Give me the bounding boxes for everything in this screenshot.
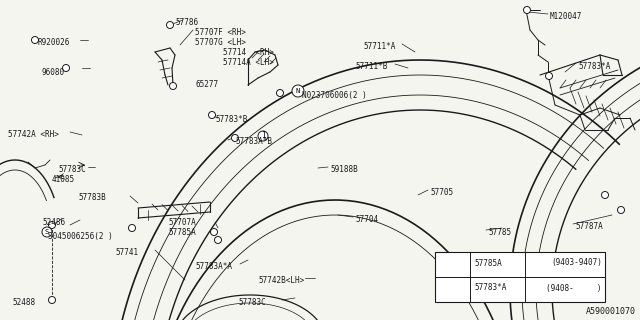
Text: 57711*B: 57711*B: [355, 62, 387, 71]
Text: 57714  <RH>: 57714 <RH>: [223, 48, 274, 57]
Text: 57783*A: 57783*A: [578, 62, 611, 71]
Text: 57705: 57705: [430, 188, 453, 197]
Text: 57783A*A: 57783A*A: [195, 262, 232, 271]
Circle shape: [276, 90, 284, 97]
Circle shape: [545, 73, 552, 79]
Circle shape: [63, 65, 70, 71]
Text: 1: 1: [450, 260, 455, 269]
Text: 57785A: 57785A: [474, 259, 502, 268]
Text: M120047: M120047: [550, 12, 582, 21]
Circle shape: [49, 297, 56, 303]
Text: 57785: 57785: [488, 228, 511, 237]
Text: 57711*A: 57711*A: [363, 42, 396, 51]
Text: 57783C: 57783C: [58, 165, 86, 174]
Text: 59188B: 59188B: [330, 165, 358, 174]
Text: (9408-     ): (9408- ): [547, 284, 602, 292]
Text: 57783C: 57783C: [238, 298, 266, 307]
Text: 57741: 57741: [115, 248, 138, 257]
Text: A590001070: A590001070: [586, 307, 636, 316]
Bar: [435, 252, 605, 302]
Circle shape: [447, 259, 458, 270]
Circle shape: [232, 134, 239, 141]
Circle shape: [292, 85, 304, 97]
Text: 52486: 52486: [42, 218, 65, 227]
Text: 1: 1: [260, 132, 266, 140]
Text: 57742A <RH>: 57742A <RH>: [8, 130, 59, 139]
Text: 57783A*B: 57783A*B: [235, 137, 272, 146]
Text: N: N: [296, 88, 300, 94]
Text: 57787A: 57787A: [575, 222, 603, 231]
Circle shape: [602, 191, 609, 198]
Text: 57783B: 57783B: [78, 193, 106, 202]
Text: 57783*B: 57783*B: [215, 115, 248, 124]
Circle shape: [170, 83, 177, 90]
Circle shape: [524, 6, 531, 13]
Text: 57704: 57704: [355, 215, 378, 224]
Text: N023706006(2 ): N023706006(2 ): [302, 91, 367, 100]
Text: 57786: 57786: [175, 18, 198, 27]
Text: 41085: 41085: [52, 175, 75, 184]
Text: S045006256(2 ): S045006256(2 ): [48, 232, 113, 241]
Circle shape: [209, 111, 216, 118]
Text: (9403-9407): (9403-9407): [551, 259, 602, 268]
Text: 96080: 96080: [42, 68, 65, 77]
Text: 57714A <LH>: 57714A <LH>: [223, 58, 274, 67]
Circle shape: [42, 227, 52, 237]
Text: R920026: R920026: [38, 38, 70, 47]
Circle shape: [214, 236, 221, 244]
Text: 57707G <LH>: 57707G <LH>: [195, 38, 246, 47]
Text: 57742B<LH>: 57742B<LH>: [258, 276, 304, 285]
Text: 65277: 65277: [195, 80, 218, 89]
Text: 57783*A: 57783*A: [474, 284, 506, 292]
Text: 52488: 52488: [12, 298, 35, 307]
Circle shape: [211, 228, 218, 236]
Circle shape: [258, 131, 268, 141]
Text: S: S: [45, 229, 49, 235]
Circle shape: [618, 206, 625, 213]
Text: 57707F <RH>: 57707F <RH>: [195, 28, 246, 37]
Text: 57707A: 57707A: [168, 218, 196, 227]
Text: 57785A: 57785A: [168, 228, 196, 237]
Circle shape: [166, 21, 173, 28]
Circle shape: [129, 225, 136, 231]
Circle shape: [31, 36, 38, 44]
Circle shape: [49, 221, 56, 228]
